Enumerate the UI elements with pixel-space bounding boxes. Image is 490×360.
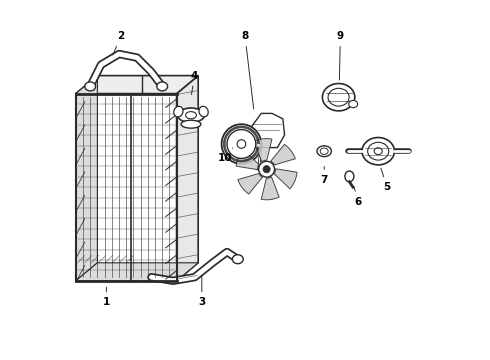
Circle shape bbox=[263, 166, 270, 173]
Circle shape bbox=[221, 124, 261, 164]
Polygon shape bbox=[274, 169, 297, 189]
Text: 7: 7 bbox=[320, 167, 328, 185]
Circle shape bbox=[259, 161, 274, 177]
Circle shape bbox=[237, 140, 245, 148]
Polygon shape bbox=[236, 149, 259, 170]
Text: 2: 2 bbox=[113, 31, 124, 55]
Ellipse shape bbox=[186, 112, 196, 119]
Polygon shape bbox=[238, 174, 263, 194]
Polygon shape bbox=[247, 113, 285, 148]
Ellipse shape bbox=[232, 255, 243, 264]
Ellipse shape bbox=[317, 146, 331, 157]
Text: 1: 1 bbox=[103, 287, 110, 307]
Ellipse shape bbox=[374, 148, 382, 155]
Ellipse shape bbox=[174, 106, 183, 117]
Text: 6: 6 bbox=[354, 186, 362, 207]
Ellipse shape bbox=[157, 82, 168, 91]
Text: 9: 9 bbox=[337, 31, 344, 80]
Ellipse shape bbox=[320, 148, 328, 154]
Ellipse shape bbox=[85, 82, 96, 91]
Polygon shape bbox=[261, 177, 279, 200]
Polygon shape bbox=[76, 263, 198, 281]
Polygon shape bbox=[254, 139, 272, 162]
Ellipse shape bbox=[199, 106, 208, 117]
Ellipse shape bbox=[322, 84, 355, 111]
Polygon shape bbox=[76, 76, 198, 94]
Ellipse shape bbox=[328, 88, 349, 106]
Ellipse shape bbox=[181, 120, 201, 128]
Polygon shape bbox=[176, 76, 198, 281]
Polygon shape bbox=[270, 144, 295, 165]
Circle shape bbox=[227, 130, 256, 158]
Text: 8: 8 bbox=[242, 31, 254, 109]
Ellipse shape bbox=[177, 108, 204, 122]
Ellipse shape bbox=[368, 142, 389, 160]
Text: 3: 3 bbox=[198, 276, 205, 307]
Polygon shape bbox=[76, 76, 98, 281]
Text: 5: 5 bbox=[381, 168, 391, 192]
Polygon shape bbox=[76, 94, 176, 281]
Ellipse shape bbox=[345, 171, 354, 182]
Text: 10: 10 bbox=[218, 148, 233, 163]
Ellipse shape bbox=[349, 100, 358, 108]
Text: 4: 4 bbox=[191, 71, 198, 94]
Ellipse shape bbox=[362, 138, 394, 165]
